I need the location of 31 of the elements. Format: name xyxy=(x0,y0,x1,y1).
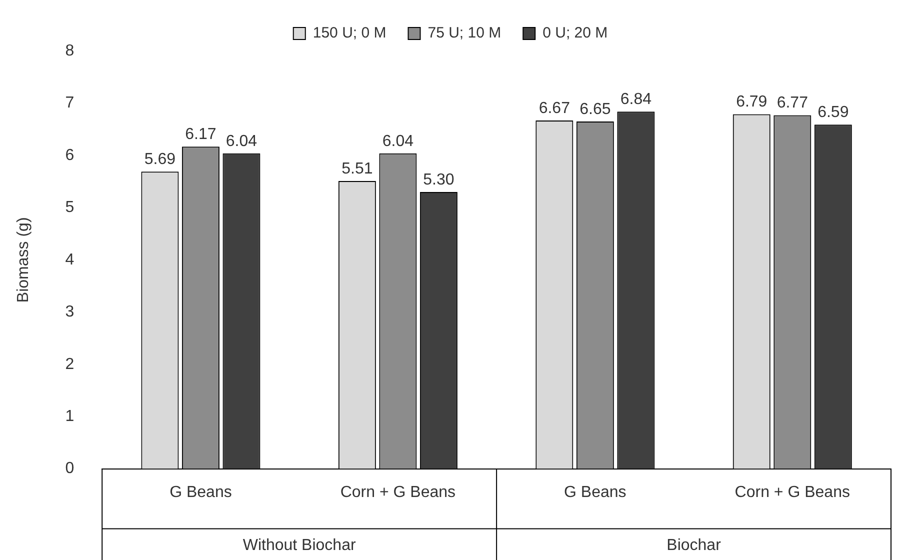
data-label: 6.77 xyxy=(776,94,808,112)
data-label: 6.04 xyxy=(226,132,258,150)
data-label: 5.51 xyxy=(342,160,373,178)
legend-label: 75 U; 10 M xyxy=(428,24,502,42)
data-label: 6.79 xyxy=(736,94,768,111)
data-label: 6.17 xyxy=(185,126,216,143)
y-axis-title: Biomass (g) xyxy=(15,217,32,303)
data-label: 5.69 xyxy=(144,151,176,168)
data-label: 6.67 xyxy=(538,100,570,117)
x-tick-label: Corn + G Beans xyxy=(340,484,456,501)
data-label: 6.65 xyxy=(580,100,611,118)
data-label: 5.30 xyxy=(423,171,454,188)
text: Without Biochar xyxy=(242,537,356,554)
x-tick-label: Corn + G Beans xyxy=(734,484,850,501)
y-tick-label: 0 xyxy=(65,460,74,478)
y-tick-label: 6 xyxy=(65,146,74,164)
y-tick-label: 3 xyxy=(65,304,74,321)
y-tick-label: 1 xyxy=(65,408,74,425)
y-tick-label: 8 xyxy=(65,42,74,60)
y-tick-label: 5 xyxy=(65,199,74,216)
data-label: 6.59 xyxy=(818,104,849,122)
legend-label: 150 U; 0 M xyxy=(312,24,386,42)
y-tick-label: 2 xyxy=(65,356,74,373)
data-label: 6.84 xyxy=(620,90,652,108)
data-label: 6.04 xyxy=(382,132,414,150)
x-tick-label: G Beans xyxy=(564,484,626,501)
y-tick-label: 4 xyxy=(65,251,74,268)
x-tick-label: G Beans xyxy=(170,484,232,501)
y-tick-label: 7 xyxy=(65,94,74,112)
text: Biochar xyxy=(666,537,722,554)
legend-label: 0 U; 20 M xyxy=(542,24,608,42)
